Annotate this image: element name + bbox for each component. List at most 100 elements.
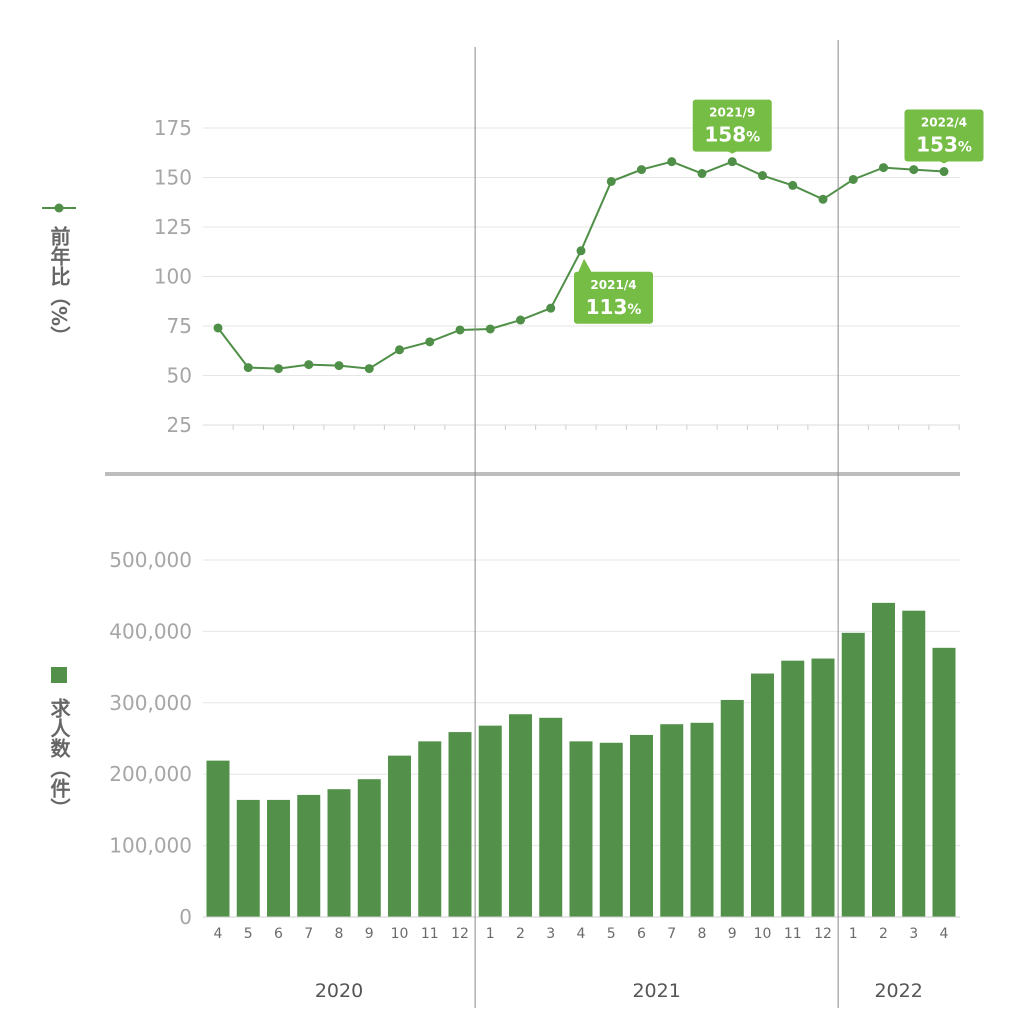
year-label: 2020 [315, 980, 363, 1002]
callout-unit: % [746, 130, 760, 146]
bar-series [206, 602, 956, 917]
x-tick-label: 12 [814, 926, 832, 942]
x-tick-label: 1 [849, 926, 858, 942]
bar-y-tick-label: 300,000 [109, 691, 192, 715]
x-tick-label: 5 [244, 926, 253, 942]
x-tick-label: 12 [451, 926, 469, 942]
line-legend-marker [54, 203, 64, 213]
bar [569, 741, 593, 917]
callout-number: 153 [916, 133, 958, 157]
line-point [395, 345, 404, 355]
x-tick-label: 7 [304, 926, 313, 942]
x-tick-label: 8 [335, 926, 344, 942]
line-point [606, 176, 616, 186]
x-tick-label: 3 [909, 926, 918, 942]
bar [539, 717, 563, 917]
bar [599, 742, 623, 917]
callout-unit: % [958, 140, 972, 156]
bar-y-tick-label: 0 [179, 905, 192, 929]
x-tick-label: 3 [546, 926, 555, 942]
callout-value: 113% [586, 295, 642, 319]
x-tick-label: 9 [365, 926, 374, 942]
line-series [213, 157, 949, 374]
callout-number: 158 [704, 123, 746, 147]
callout-date: 2022/4 [921, 116, 967, 130]
x-tick-label: 4 [214, 926, 223, 942]
line-path [217, 160, 945, 370]
bar [418, 741, 442, 917]
bar [751, 673, 774, 917]
callout-pointer [938, 160, 950, 164]
line-point [818, 194, 828, 204]
bar [267, 799, 290, 917]
callout: 2021/4 113% [574, 258, 653, 324]
year-label: 2022 [874, 980, 922, 1002]
line-point [455, 325, 465, 335]
callout-value: 158% [704, 123, 760, 147]
bar-y-axis-title: 求人数（件） [47, 698, 71, 818]
bar [236, 799, 260, 917]
x-tick-label: 11 [784, 926, 802, 942]
line-y-tick-label: 75 [167, 314, 192, 338]
bar [327, 789, 351, 917]
x-tick-label: 10 [754, 926, 772, 942]
bar [478, 725, 502, 917]
callout-box [904, 109, 984, 162]
line-y-axis-title: 前年比（%） [47, 225, 71, 346]
line-point [576, 246, 586, 256]
callout-box [574, 271, 653, 324]
line-point [546, 303, 556, 313]
bar-legend: 求人数（件） [47, 667, 71, 818]
line-point [758, 171, 767, 181]
x-tick-label: 1 [486, 926, 495, 942]
x-tick-label: 10 [391, 926, 409, 942]
line-point [485, 324, 495, 334]
bar [932, 647, 956, 917]
line-legend: 前年比（%） [42, 203, 76, 346]
line-point [697, 169, 707, 179]
bar-y-tick-label: 100,000 [109, 834, 192, 858]
line-point [334, 361, 344, 371]
bar [206, 760, 230, 917]
line-y-tick-label: 25 [167, 413, 192, 437]
line-point [304, 360, 314, 370]
x-tick-label: 4 [577, 926, 586, 942]
bar [902, 610, 926, 917]
callout-layer: 2021/4 113% 2021/9 158% 2022/4 153% [574, 99, 984, 324]
bar [297, 794, 321, 917]
callout-unit: % [627, 302, 641, 318]
x-tick-label: 6 [274, 926, 283, 942]
line-point [274, 364, 283, 374]
line-y-tick-label: 125 [154, 215, 192, 239]
bar-y-tick-label: 500,000 [109, 548, 192, 572]
line-point [848, 174, 858, 184]
callout-pointer [726, 150, 739, 154]
callout: 2022/4 153% [904, 109, 984, 164]
line-y-tick-label: 100 [154, 265, 192, 289]
line-y-tick-label: 175 [154, 116, 192, 140]
bar [841, 632, 865, 917]
callout-value: 153% [916, 133, 972, 157]
bar-y-tick-label: 400,000 [109, 619, 192, 643]
bar [690, 722, 714, 917]
x-tick-label: 8 [698, 926, 707, 942]
bar-y-tick-label: 200,000 [109, 762, 192, 786]
callout-box [692, 99, 772, 152]
line-point [879, 163, 888, 173]
bar [872, 602, 895, 917]
line-point [516, 315, 525, 325]
line-point [213, 323, 223, 333]
callout-date: 2021/4 [590, 278, 636, 292]
line-point [939, 167, 949, 177]
bar [720, 699, 744, 917]
line-y-tick-label: 50 [167, 364, 192, 388]
bar [388, 755, 411, 917]
axis-layer: 2550751001251501750100,000200,000300,000… [105, 40, 960, 1008]
line-point [364, 364, 374, 374]
line-point [727, 157, 737, 167]
year-label: 2021 [632, 980, 680, 1002]
bar [781, 660, 805, 917]
line-point [243, 363, 253, 373]
bar [811, 658, 835, 917]
